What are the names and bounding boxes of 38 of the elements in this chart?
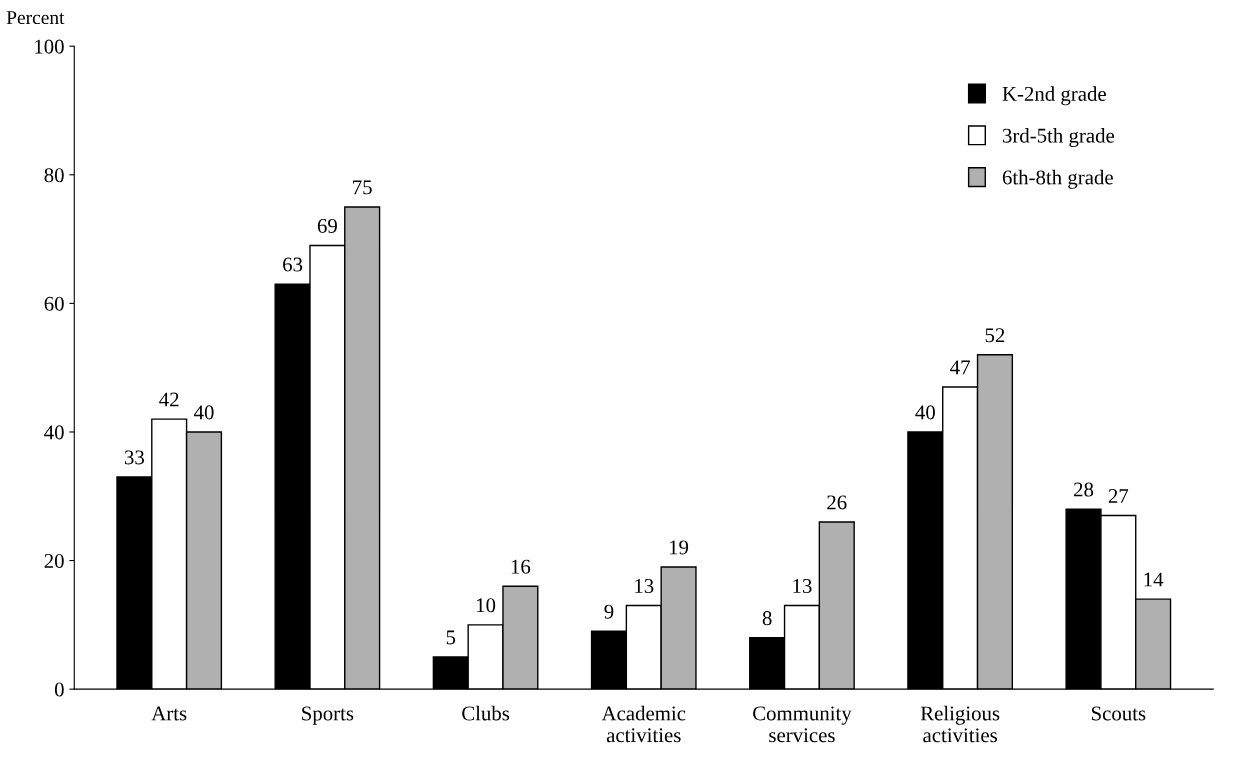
data-label: 33 — [124, 450, 144, 465]
x-tick-label: Religious activities — [920, 705, 1000, 743]
data-label: 13 — [793, 579, 812, 593]
x-tick-label: Arts — [151, 706, 187, 721]
data-label: 14 — [1144, 572, 1164, 587]
y-tick-label: 100 — [35, 39, 64, 54]
x-tick-label: Clubs — [462, 705, 510, 721]
data-label: 16 — [511, 559, 531, 574]
data-label: 10 — [476, 598, 496, 613]
data-label: 13 — [635, 579, 654, 593]
data-label: 40 — [193, 405, 214, 420]
y-tick-label: 60 — [44, 296, 64, 311]
y-tick-label: 80 — [44, 168, 64, 183]
data-label: 52 — [985, 328, 1005, 343]
x-tick-label: Sports — [302, 706, 354, 725]
x-tick-label: Scouts — [1091, 706, 1146, 721]
data-label: 27 — [1108, 488, 1129, 503]
data-label: 40 — [915, 405, 935, 420]
data-label: 9 — [604, 604, 614, 619]
y-tick-label: 20 — [44, 553, 64, 568]
data-label: 75 — [353, 180, 372, 195]
legend-label: 6th-8th grade — [1002, 169, 1113, 189]
data-label: 28 — [1074, 482, 1094, 497]
x-tick-label: Community services — [753, 706, 852, 743]
data-label: 26 — [827, 495, 847, 510]
legend-label: K-2nd grade — [1002, 86, 1106, 106]
data-label: 69 — [317, 218, 337, 233]
data-label: 63 — [283, 257, 303, 272]
y-axis-title: Percent — [6, 11, 65, 25]
data-label: 19 — [669, 540, 689, 555]
data-label: 47 — [950, 360, 970, 375]
data-label: 5 — [446, 630, 456, 645]
y-tick-label: 40 — [44, 425, 64, 440]
legend-label: 3rd-5th grade — [1002, 128, 1115, 147]
x-tick-label: Academic activities — [601, 705, 686, 743]
data-label: 42 — [159, 392, 179, 407]
data-label: 8 — [762, 611, 772, 626]
y-tick-label: 0 — [54, 682, 64, 697]
